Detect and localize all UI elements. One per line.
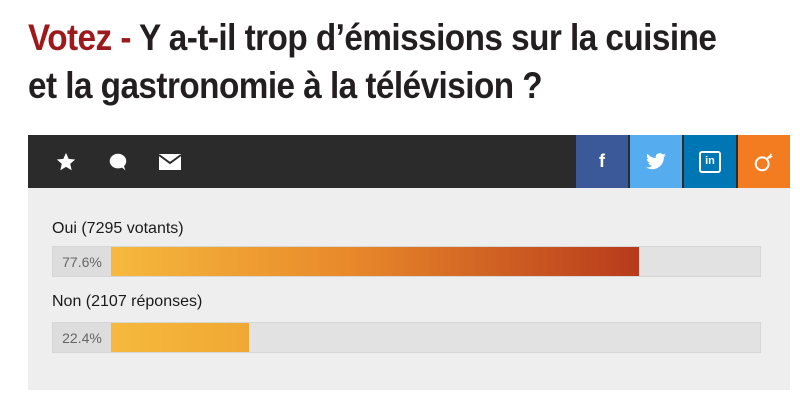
percent-text-non: 22.4% (53, 323, 111, 352)
result-fill-non (111, 323, 250, 352)
result-fill-oui (111, 247, 640, 276)
result-track-non (111, 323, 760, 352)
mail-icon (158, 153, 182, 170)
action-toolbar: f in (28, 135, 790, 188)
result-bar-oui: 77.6% (52, 246, 761, 277)
percent-text-oui: 77.6% (53, 247, 111, 276)
poll-headline: Votez - Y a-t-il trop d’émissions sur la… (28, 14, 717, 110)
share-linkedin-button[interactable]: in (684, 135, 736, 188)
comment-icon (109, 153, 127, 170)
poll-results: Oui (7295 votants) 77.6% Non (2107 répon… (28, 188, 790, 390)
result-track-oui (111, 247, 760, 276)
share-twitter-button[interactable] (630, 135, 682, 188)
headline-line-1: Votez - Y a-t-il trop d’émissions sur la… (28, 14, 717, 62)
twitter-bird-icon (646, 152, 666, 169)
favorite-button[interactable] (40, 135, 92, 188)
headline-question-part1: Y a-t-il trop d’émissions sur la cuisine (139, 17, 717, 58)
headline-kicker: Votez - (28, 17, 131, 58)
headline-line-2: et la gastronomie à la télévision ? (28, 65, 543, 106)
share-facebook-button[interactable]: f (576, 135, 628, 188)
facebook-icon: f (599, 151, 605, 171)
result-bar-non: 22.4% (52, 322, 761, 353)
option-label-non: Non (2107 réponses) (52, 293, 203, 310)
option-label-oui: Oui (7295 votants) (52, 220, 184, 237)
email-button[interactable] (144, 135, 196, 188)
star-icon (56, 152, 76, 170)
linkedin-icon: in (699, 150, 721, 173)
comment-button[interactable] (92, 135, 144, 188)
share-other-button[interactable] (738, 135, 790, 188)
toolbar-actions (28, 135, 576, 188)
bomb-icon (754, 152, 773, 171)
